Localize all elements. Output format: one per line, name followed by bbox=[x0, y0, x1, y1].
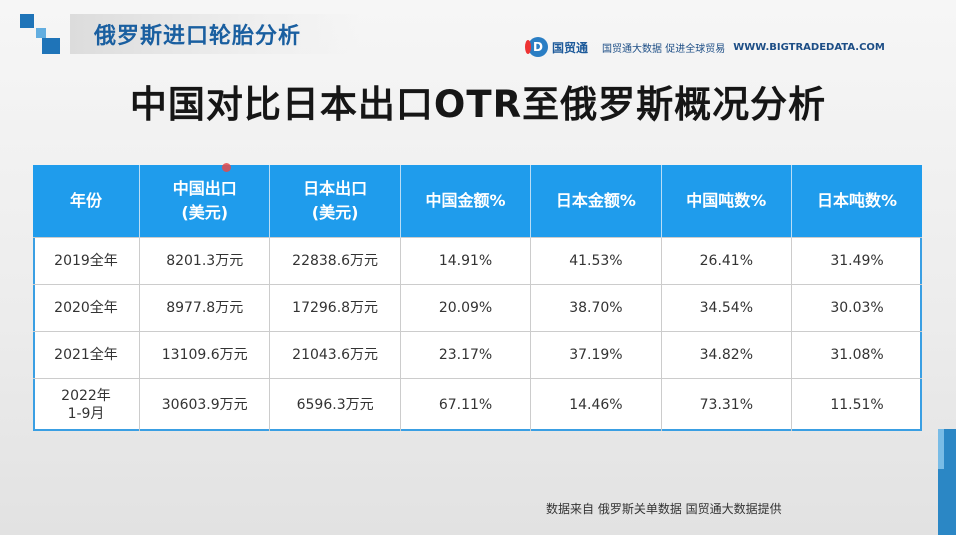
cell-japan-amount: 41.53% bbox=[530, 237, 662, 285]
cell-japan-tons: 31.49% bbox=[791, 237, 922, 285]
cell-china-export: 8201.3万元 bbox=[139, 237, 271, 285]
cell-japan-tons: 30.03% bbox=[791, 284, 922, 332]
cell-china-amount: 20.09% bbox=[400, 284, 532, 332]
brand-logo-icon: D bbox=[525, 37, 548, 57]
table-header-row: 年份 中国出口 (美元) 日本出口 (美元) 中国金额% 日本金额% 中国吨数% 日… bbox=[33, 165, 922, 238]
cell-china-export: 8977.8万元 bbox=[139, 284, 271, 332]
pointer-dot-icon bbox=[222, 163, 231, 172]
column-header-japan-amount: 日本金额% bbox=[530, 165, 662, 238]
cell-china-tons: 73.31% bbox=[661, 378, 793, 431]
cell-japan-tons: 31.08% bbox=[791, 331, 922, 379]
brand-url: WWW.BIGTRADEDATA.COM bbox=[733, 41, 885, 53]
column-header-china-export: 中国出口 (美元) bbox=[139, 165, 271, 238]
cell-china-export: 13109.6万元 bbox=[139, 331, 271, 379]
export-comparison-table: 年份 中国出口 (美元) 日本出口 (美元) 中国金额% 日本金额% 中国吨数% 日… bbox=[33, 165, 922, 431]
table-row: 2019全年 8201.3万元 22838.6万元 14.91% 41.53% … bbox=[33, 237, 922, 285]
cell-japan-tons: 11.51% bbox=[791, 378, 922, 431]
brand-slogan: 国贸通大数据 促进全球贸易 bbox=[602, 43, 726, 55]
cell-japan-amount: 37.19% bbox=[530, 331, 662, 379]
cell-year: 2020全年 bbox=[33, 284, 140, 332]
column-header-japan-tons: 日本吨数% bbox=[791, 165, 922, 238]
column-header-year: 年份 bbox=[33, 165, 140, 238]
cell-china-export: 30603.9万元 bbox=[139, 378, 271, 431]
table-row: 2020全年 8977.8万元 17296.8万元 20.09% 38.70% … bbox=[33, 284, 922, 332]
cell-china-amount: 67.11% bbox=[400, 378, 532, 431]
column-header-china-amount: 中国金额% bbox=[400, 165, 532, 238]
cell-japan-export: 22838.6万元 bbox=[269, 237, 401, 285]
cell-china-amount: 14.91% bbox=[400, 237, 532, 285]
cell-china-tons: 34.54% bbox=[661, 284, 793, 332]
cell-japan-amount: 14.46% bbox=[530, 378, 662, 431]
page-header-title: 俄罗斯进口轮胎分析 bbox=[94, 24, 302, 49]
decorative-side-bar bbox=[938, 429, 956, 535]
cell-china-tons: 26.41% bbox=[661, 237, 793, 285]
cell-japan-amount: 38.70% bbox=[530, 284, 662, 332]
cell-japan-export: 21043.6万元 bbox=[269, 331, 401, 379]
header-band bbox=[70, 14, 360, 54]
cell-china-amount: 23.17% bbox=[400, 331, 532, 379]
logo-squares-icon bbox=[20, 14, 64, 54]
column-header-japan-export: 日本出口 (美元) bbox=[269, 165, 401, 238]
table-row: 2022年 1-9月 30603.9万元 6596.3万元 67.11% 14.4… bbox=[33, 378, 922, 431]
table-row: 2021全年 13109.6万元 21043.6万元 23.17% 37.19%… bbox=[33, 331, 922, 379]
cell-china-tons: 34.82% bbox=[661, 331, 793, 379]
source-note: 数据来自 俄罗斯关单数据 国贸通大数据提供 bbox=[546, 502, 782, 516]
cell-year: 2019全年 bbox=[33, 237, 140, 285]
column-header-china-tons: 中国吨数% bbox=[661, 165, 793, 238]
slide-title: 中国对比日本出口OTR至俄罗斯概况分析 bbox=[129, 83, 827, 126]
brand-bar: D 国贸通 国贸通大数据 促进全球贸易 WWW.BIGTRADEDATA.COM bbox=[525, 36, 885, 58]
cell-japan-export: 6596.3万元 bbox=[269, 378, 401, 431]
cell-year: 2021全年 bbox=[33, 331, 140, 379]
cell-year: 2022年 1-9月 bbox=[33, 378, 140, 431]
brand-name: 国贸通 bbox=[552, 40, 589, 55]
cell-japan-export: 17296.8万元 bbox=[269, 284, 401, 332]
